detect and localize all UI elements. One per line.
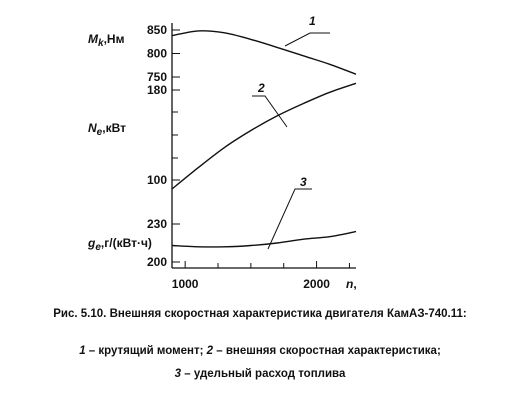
y-tick-label-torque: 800 — [147, 47, 167, 61]
x-axis-label-variable: n — [346, 277, 353, 291]
figure-caption-title: Рис. 5.10. Внешняя скоростная характерис… — [53, 308, 467, 320]
x-tick-label: 2000 — [303, 277, 330, 291]
caption-item-1-text: – крутящий момент; — [85, 345, 207, 357]
caption-item-3-text: – удельный расход топлива — [181, 368, 346, 380]
curve-1-torque — [171, 30, 357, 75]
y-axis-label-unit: ,г/(кВт·ч) — [101, 236, 152, 250]
curve-3-leader-line — [267, 188, 312, 250]
y-tick-label-consumption: 230 — [147, 217, 167, 231]
y-tick-label-torque: 850 — [147, 23, 167, 37]
curve-2-number-label: 2 — [257, 81, 265, 95]
caption-item-1-number: 1 — [79, 345, 86, 357]
y-tick-label-torque: 750 — [147, 70, 167, 84]
y-tick-label-consumption: 200 — [147, 255, 167, 269]
y-axis-label-unit: ,кВт — [102, 121, 126, 135]
chart-curves — [171, 30, 357, 248]
y-axis-label-power: Ne,кВт — [88, 121, 126, 138]
y-axis-label-torque: Mk,Нм — [88, 32, 125, 49]
y-axis-label-variable: g — [87, 236, 96, 250]
curve-3-number-label: 3 — [300, 175, 307, 189]
curve-1-number-label: 1 — [309, 14, 316, 28]
x-tick-label: 1000 — [172, 277, 199, 291]
curve-2-leader-line — [252, 95, 288, 128]
caption-item-3-number: 3 — [174, 368, 182, 380]
x-axis-label: n, — [346, 277, 357, 291]
y-tick-label-power: 180 — [147, 83, 167, 97]
caption-item-2-number: 2 — [206, 345, 214, 357]
chart-axes — [171, 23, 356, 269]
y-axis-label-subscript: e — [97, 127, 103, 138]
y-axis-label-unit: ,Нм — [104, 32, 125, 46]
y-axis-label-subscript: e — [95, 242, 101, 253]
figure-caption-legend-line-1: 1 – крутящий момент; 2 – внешняя скорост… — [0, 345, 520, 357]
y-axis-label-consumption: ge,г/(кВт·ч) — [87, 236, 152, 253]
figure-caption-legend-line-2: 3 – удельный расход топлива — [0, 368, 520, 380]
y-axis-label-variable: M — [88, 32, 99, 46]
y-axis-label-variable: N — [88, 121, 97, 135]
curve-2-power — [171, 82, 357, 190]
y-axis-label-subscript: k — [98, 38, 104, 49]
x-axis-label-separator: , — [353, 277, 356, 291]
y-tick-label-power: 100 — [147, 173, 167, 187]
caption-item-2-text: – внешняя скоростная характеристика; — [213, 345, 441, 357]
curve-3-consumption — [171, 230, 357, 248]
curve-1-leader-line — [284, 32, 330, 47]
